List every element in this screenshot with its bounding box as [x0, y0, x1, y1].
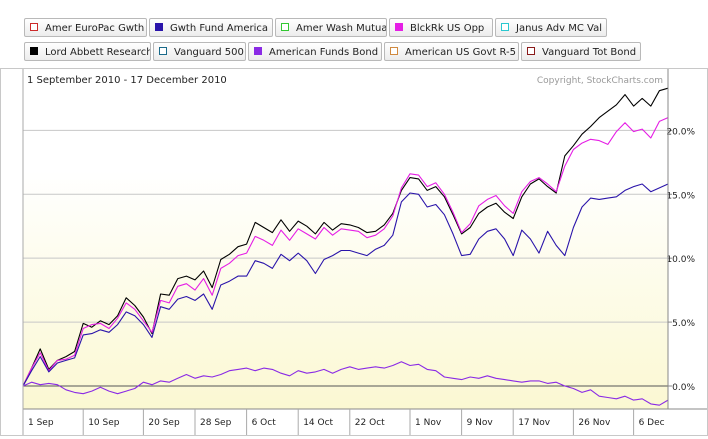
legend-tab-9[interactable]: Vanguard Tot Bond — [521, 42, 641, 61]
x-tick-label: 14 Oct — [303, 418, 333, 428]
series-lines — [22, 87, 669, 406]
legend-label: Vanguard 500 — [174, 47, 244, 58]
x-tick-label: 6 Oct — [252, 418, 277, 428]
x-tick-label: 26 Nov — [578, 418, 611, 428]
legend-label: Vanguard Tot Bond — [542, 47, 637, 58]
y-tick-label: 10.0% — [666, 255, 695, 265]
legend-tabs: Amer EuroPac Gwth Gwth Fund America Amer W… — [0, 0, 708, 68]
legend-tab-8[interactable]: American US Govt R-5 — [384, 42, 519, 61]
legend-tab-1[interactable]: Gwth Fund America — [149, 18, 273, 37]
x-tick-label: 1 Nov — [415, 418, 442, 428]
legend-tab-5[interactable]: Lord Abbett Research — [24, 42, 151, 61]
grid — [23, 129, 672, 387]
x-tick-label: 1 Sep — [28, 418, 54, 428]
legend-label: Janus Adv MC Val — [516, 23, 603, 34]
legend-label: Amer EuroPac Gwth — [45, 23, 145, 34]
x-tick-label: 20 Sep — [148, 418, 180, 428]
legend-swatch-icon — [155, 23, 163, 31]
legend-label: BlckRk US Opp — [410, 23, 485, 34]
x-tick-label: 10 Sep — [88, 418, 120, 428]
date-range-label: 1 September 2010 - 17 December 2010 — [27, 75, 227, 86]
y-axis-labels: 0.0% 5.0% 10.0% 15.0% 20.0% — [666, 127, 695, 393]
legend-tab-0[interactable]: Amer EuroPac Gwth — [24, 18, 147, 37]
legend-swatch-icon — [254, 47, 262, 55]
x-tick-label: 28 Sep — [200, 418, 232, 428]
legend-swatch-icon — [501, 23, 509, 31]
legend-swatch-icon — [281, 23, 289, 31]
performance-chart: 0.0% 5.0% 10.0% 15.0% 20.0% 1 Sep 10 Sep 20 Se… — [22, 69, 707, 435]
legend-tab-4[interactable]: Janus Adv MC Val — [495, 18, 607, 37]
legend-tab-3[interactable]: BlckRk US Opp — [389, 18, 493, 37]
y-tick-label: 20.0% — [666, 127, 695, 137]
series-line-0 — [22, 87, 669, 387]
x-tick-label: 9 Nov — [467, 418, 494, 428]
legend-tab-6[interactable]: Vanguard 500 — [153, 42, 246, 61]
legend-label: Lord Abbett Research — [45, 47, 151, 58]
legend-swatch-icon — [390, 47, 398, 55]
legend-label: American Funds Bond — [269, 47, 379, 58]
plot-background — [23, 69, 668, 409]
legend-swatch-icon — [527, 47, 535, 55]
legend-tab-2[interactable]: Amer Wash Mutual — [275, 18, 387, 37]
x-tick-label: 6 Dec — [639, 418, 665, 428]
chart-panel: 0.0% 5.0% 10.0% 15.0% 20.0% 1 Sep 10 Sep 20 Se… — [0, 68, 708, 436]
legend-label: American US Govt R-5 — [405, 47, 517, 58]
legend-swatch-icon — [159, 47, 167, 55]
x-tick-label: 17 Nov — [518, 418, 551, 428]
y-tick-label: 0.0% — [672, 383, 695, 393]
legend-tab-7[interactable]: American Funds Bond — [248, 42, 382, 61]
legend-swatch-icon — [30, 47, 38, 55]
x-axis: 1 Sep 10 Sep 20 Sep 28 Sep 6 Oct 14 Oct 22 Oct… — [22, 409, 665, 435]
legend-label: Amer Wash Mutual — [296, 23, 387, 34]
legend-label: Gwth Fund America — [170, 23, 269, 34]
series-line-1 — [22, 117, 669, 387]
x-tick-label: 22 Oct — [355, 418, 385, 428]
copyright-label: Copyright, StockCharts.com — [537, 76, 663, 86]
series-line-2 — [22, 183, 669, 387]
legend-swatch-icon — [30, 23, 38, 31]
legend-swatch-icon — [395, 23, 403, 31]
series-line-3 — [22, 361, 669, 406]
y-tick-label: 15.0% — [666, 191, 695, 201]
y-tick-label: 5.0% — [672, 319, 695, 329]
